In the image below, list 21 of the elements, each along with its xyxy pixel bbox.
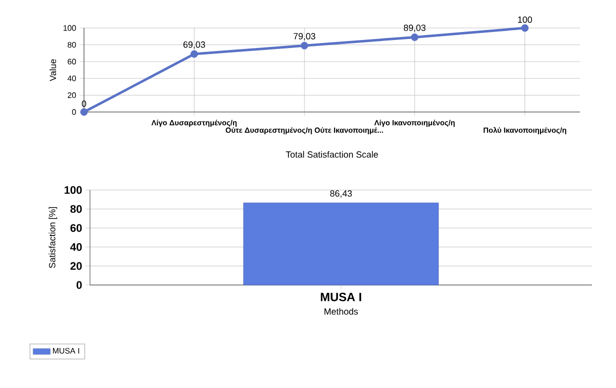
- y-tick-label: 40: [70, 243, 82, 251]
- point: [300, 42, 308, 50]
- y-tick-label: 60: [70, 224, 82, 232]
- y-tick-label: 20: [70, 262, 82, 270]
- y-tick-label: 0: [76, 281, 82, 289]
- data-label: 79,03: [294, 33, 316, 40]
- point: [80, 108, 88, 116]
- data-label: 86,43: [330, 190, 352, 198]
- point: [521, 24, 529, 32]
- y-axis-title: Satisfaction [%]: [48, 207, 58, 268]
- y-axis-title: Value: [50, 59, 56, 82]
- point: [190, 50, 198, 58]
- x-axis-title: Methods: [324, 308, 358, 315]
- x-axis-title: Total Satisfaction Scale: [286, 151, 378, 158]
- data-label: 69,03: [183, 41, 206, 49]
- data-label: 0: [82, 100, 86, 107]
- data-label: 89,03: [404, 24, 426, 32]
- y-tick-label: 100: [64, 186, 82, 194]
- data-label: 100: [518, 16, 532, 23]
- y-tick-label: 80: [70, 205, 82, 213]
- point: [410, 33, 418, 41]
